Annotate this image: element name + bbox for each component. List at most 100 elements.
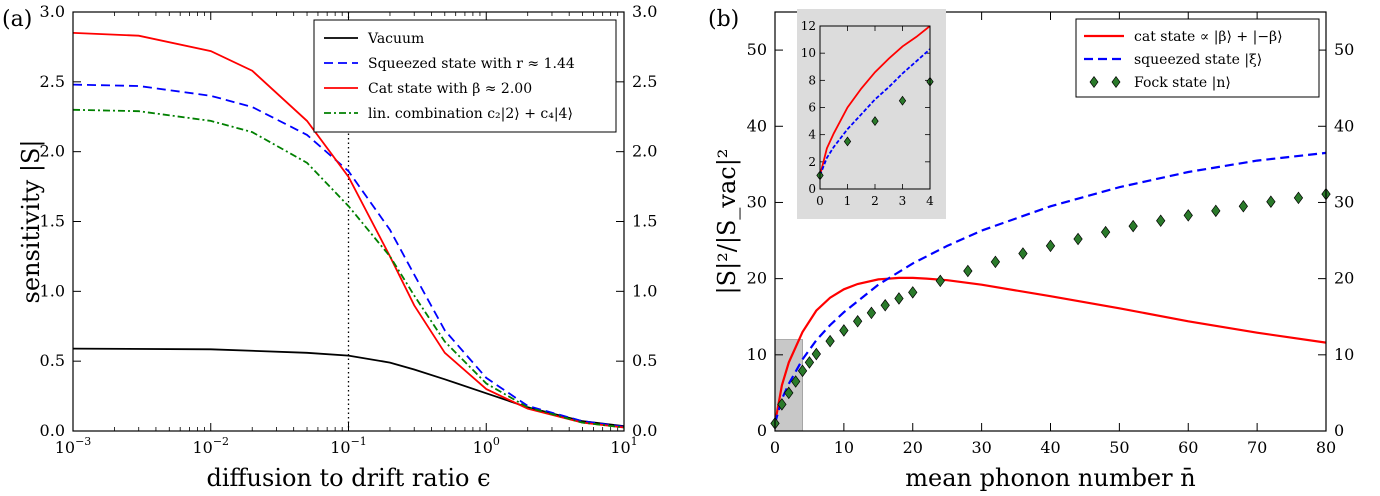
series-line-a-3 — [73, 108, 624, 429]
x-axis-label-a: diffusion to drift ratio ϵ — [206, 464, 490, 492]
y-tick-label-b: 50 — [747, 40, 767, 59]
y-tick-label-right-a: 2.0 — [632, 142, 657, 161]
y-tick-label-a: 1.0 — [40, 281, 65, 300]
panel-label-b: (b) — [708, 7, 739, 32]
legend-label-a-2: Cat state with β ≈ 2.00 — [368, 81, 532, 97]
inset-y-tick-label: 2 — [808, 155, 816, 169]
inset-y-tick-label: 10 — [801, 46, 816, 60]
fock-point-b — [935, 274, 945, 288]
legend-b: cat state ∝ |β⟩ + |−β⟩ squeezed state |ξ⟩… — [1075, 18, 1320, 98]
fock-point-b — [963, 264, 973, 278]
legend-swatch-b-2 — [1111, 76, 1121, 88]
y-tick-label-a: 0.0 — [40, 421, 65, 440]
fock-point-b — [804, 356, 815, 369]
fock-point-b — [791, 375, 801, 388]
inset-y-tick-label: 12 — [801, 19, 816, 33]
y-tick-label-right-a: 1.0 — [632, 281, 657, 300]
fock-point-b — [1156, 214, 1166, 227]
legend-a: Vacuum Squeezed state with r ≈ 1.44 Cat st… — [313, 19, 617, 133]
inset-fock-point — [871, 116, 879, 126]
fock-point-b — [839, 324, 849, 337]
fock-point-b — [880, 299, 890, 312]
fock-point-b — [784, 386, 794, 400]
plot-frame-a — [72, 11, 625, 432]
zoom-region — [774, 339, 803, 432]
inset-fock-point — [898, 95, 907, 106]
y-tick-label-a: 1.5 — [40, 212, 65, 231]
y-tick-label-right-b: 0 — [1334, 421, 1344, 440]
fock-point-b — [1045, 239, 1056, 253]
legend-label-a-3: lin. combination c₂|2⟩ + c₄|4⟩ — [368, 106, 573, 122]
fock-point-b — [990, 255, 1001, 269]
y-tick-label-b: 10 — [747, 345, 767, 364]
legend-label-b-2: Fock state |n⟩ — [1134, 75, 1231, 91]
x-tick-label-a: 10−3 — [55, 435, 92, 457]
y-axis-label-b: |S|²/|S_vac|² — [713, 149, 742, 295]
legend-label-a-0: Vacuum — [367, 31, 424, 47]
inset-frame — [819, 25, 931, 190]
inset-x-tick-label: 1 — [844, 194, 852, 208]
y-tick-label-right-b: 20 — [1334, 269, 1354, 288]
x-tick-label-b: 0 — [770, 438, 780, 457]
legend-box-a — [313, 19, 617, 133]
inset-y-tick-label: 6 — [808, 101, 816, 115]
x-tick-label-b: 70 — [1247, 438, 1267, 457]
fock-point-b — [1211, 204, 1221, 218]
series-line-a-2 — [73, 32, 624, 429]
x-tick-label-b: 80 — [1316, 438, 1336, 457]
y-tick-label-right-b: 30 — [1334, 192, 1354, 211]
inset-fock-point — [843, 136, 852, 147]
inset-x-tick-label: 2 — [871, 194, 879, 208]
y-tick-label-right-b: 10 — [1334, 345, 1354, 364]
series-line-b-0 — [775, 276, 1326, 424]
y-tick-label-right-a: 0.0 — [632, 421, 657, 440]
inset-series-line-1 — [820, 48, 930, 176]
y-tick-label-right-a: 0.5 — [632, 351, 657, 370]
y-tick-label-right-a: 2.5 — [632, 72, 657, 91]
fock-point-b — [777, 398, 787, 411]
x-tick-label-b: 60 — [1178, 438, 1198, 457]
fock-point-b — [1073, 232, 1083, 246]
y-axis-label-a: sensitivity |S| — [17, 140, 46, 304]
y-tick-label-a: 2.5 — [40, 72, 65, 91]
y-tick-label-a: 3.0 — [40, 2, 65, 21]
inset-x-tick-label: 3 — [899, 194, 907, 208]
fock-point-b — [853, 315, 863, 328]
y-tick-label-b: 0 — [757, 421, 767, 440]
y-tick-label-right-b: 40 — [1334, 116, 1354, 135]
fock-point-b — [1100, 225, 1111, 239]
fock-point-b — [1293, 191, 1304, 205]
y-tick-label-right-a: 3.0 — [632, 2, 657, 21]
legend-swatch-b-2 — [1089, 76, 1099, 88]
legend-label-a-1: Squeezed state with r ≈ 1.44 — [368, 56, 575, 72]
x-tick-label-a: 10−1 — [330, 435, 367, 457]
panel-label-a: (a) — [2, 7, 32, 32]
x-tick-label-a: 10−2 — [192, 435, 229, 457]
fock-point-b — [908, 286, 918, 299]
x-tick-label-b: 10 — [834, 438, 854, 457]
x-tick-label-b: 20 — [903, 438, 923, 457]
fock-point-b — [797, 364, 808, 378]
y-tick-label-a: 2.0 — [40, 142, 65, 161]
fock-point-b — [1018, 247, 1028, 260]
x-tick-label-a: 100 — [473, 435, 500, 457]
fock-point-b — [1183, 209, 1193, 222]
inset-series-line-0 — [820, 26, 930, 176]
fock-point-b — [866, 306, 877, 320]
inset-background — [797, 9, 946, 219]
inset-y-tick-label: 8 — [808, 73, 816, 87]
series-line-b-1 — [775, 151, 1326, 424]
inset-y-tick-label: 0 — [808, 182, 816, 196]
plot-frame-b — [774, 11, 1327, 432]
y-tick-label-b: 20 — [747, 269, 767, 288]
x-tick-label-b: 40 — [1040, 438, 1060, 457]
fock-point-b — [1238, 200, 1248, 213]
fock-point-b — [825, 334, 835, 348]
fock-point-b — [811, 347, 821, 361]
series-line-a-1 — [73, 83, 624, 428]
legend-label-b-1: squeezed state |ξ⟩ — [1134, 52, 1262, 68]
fock-point-b — [1266, 195, 1276, 208]
